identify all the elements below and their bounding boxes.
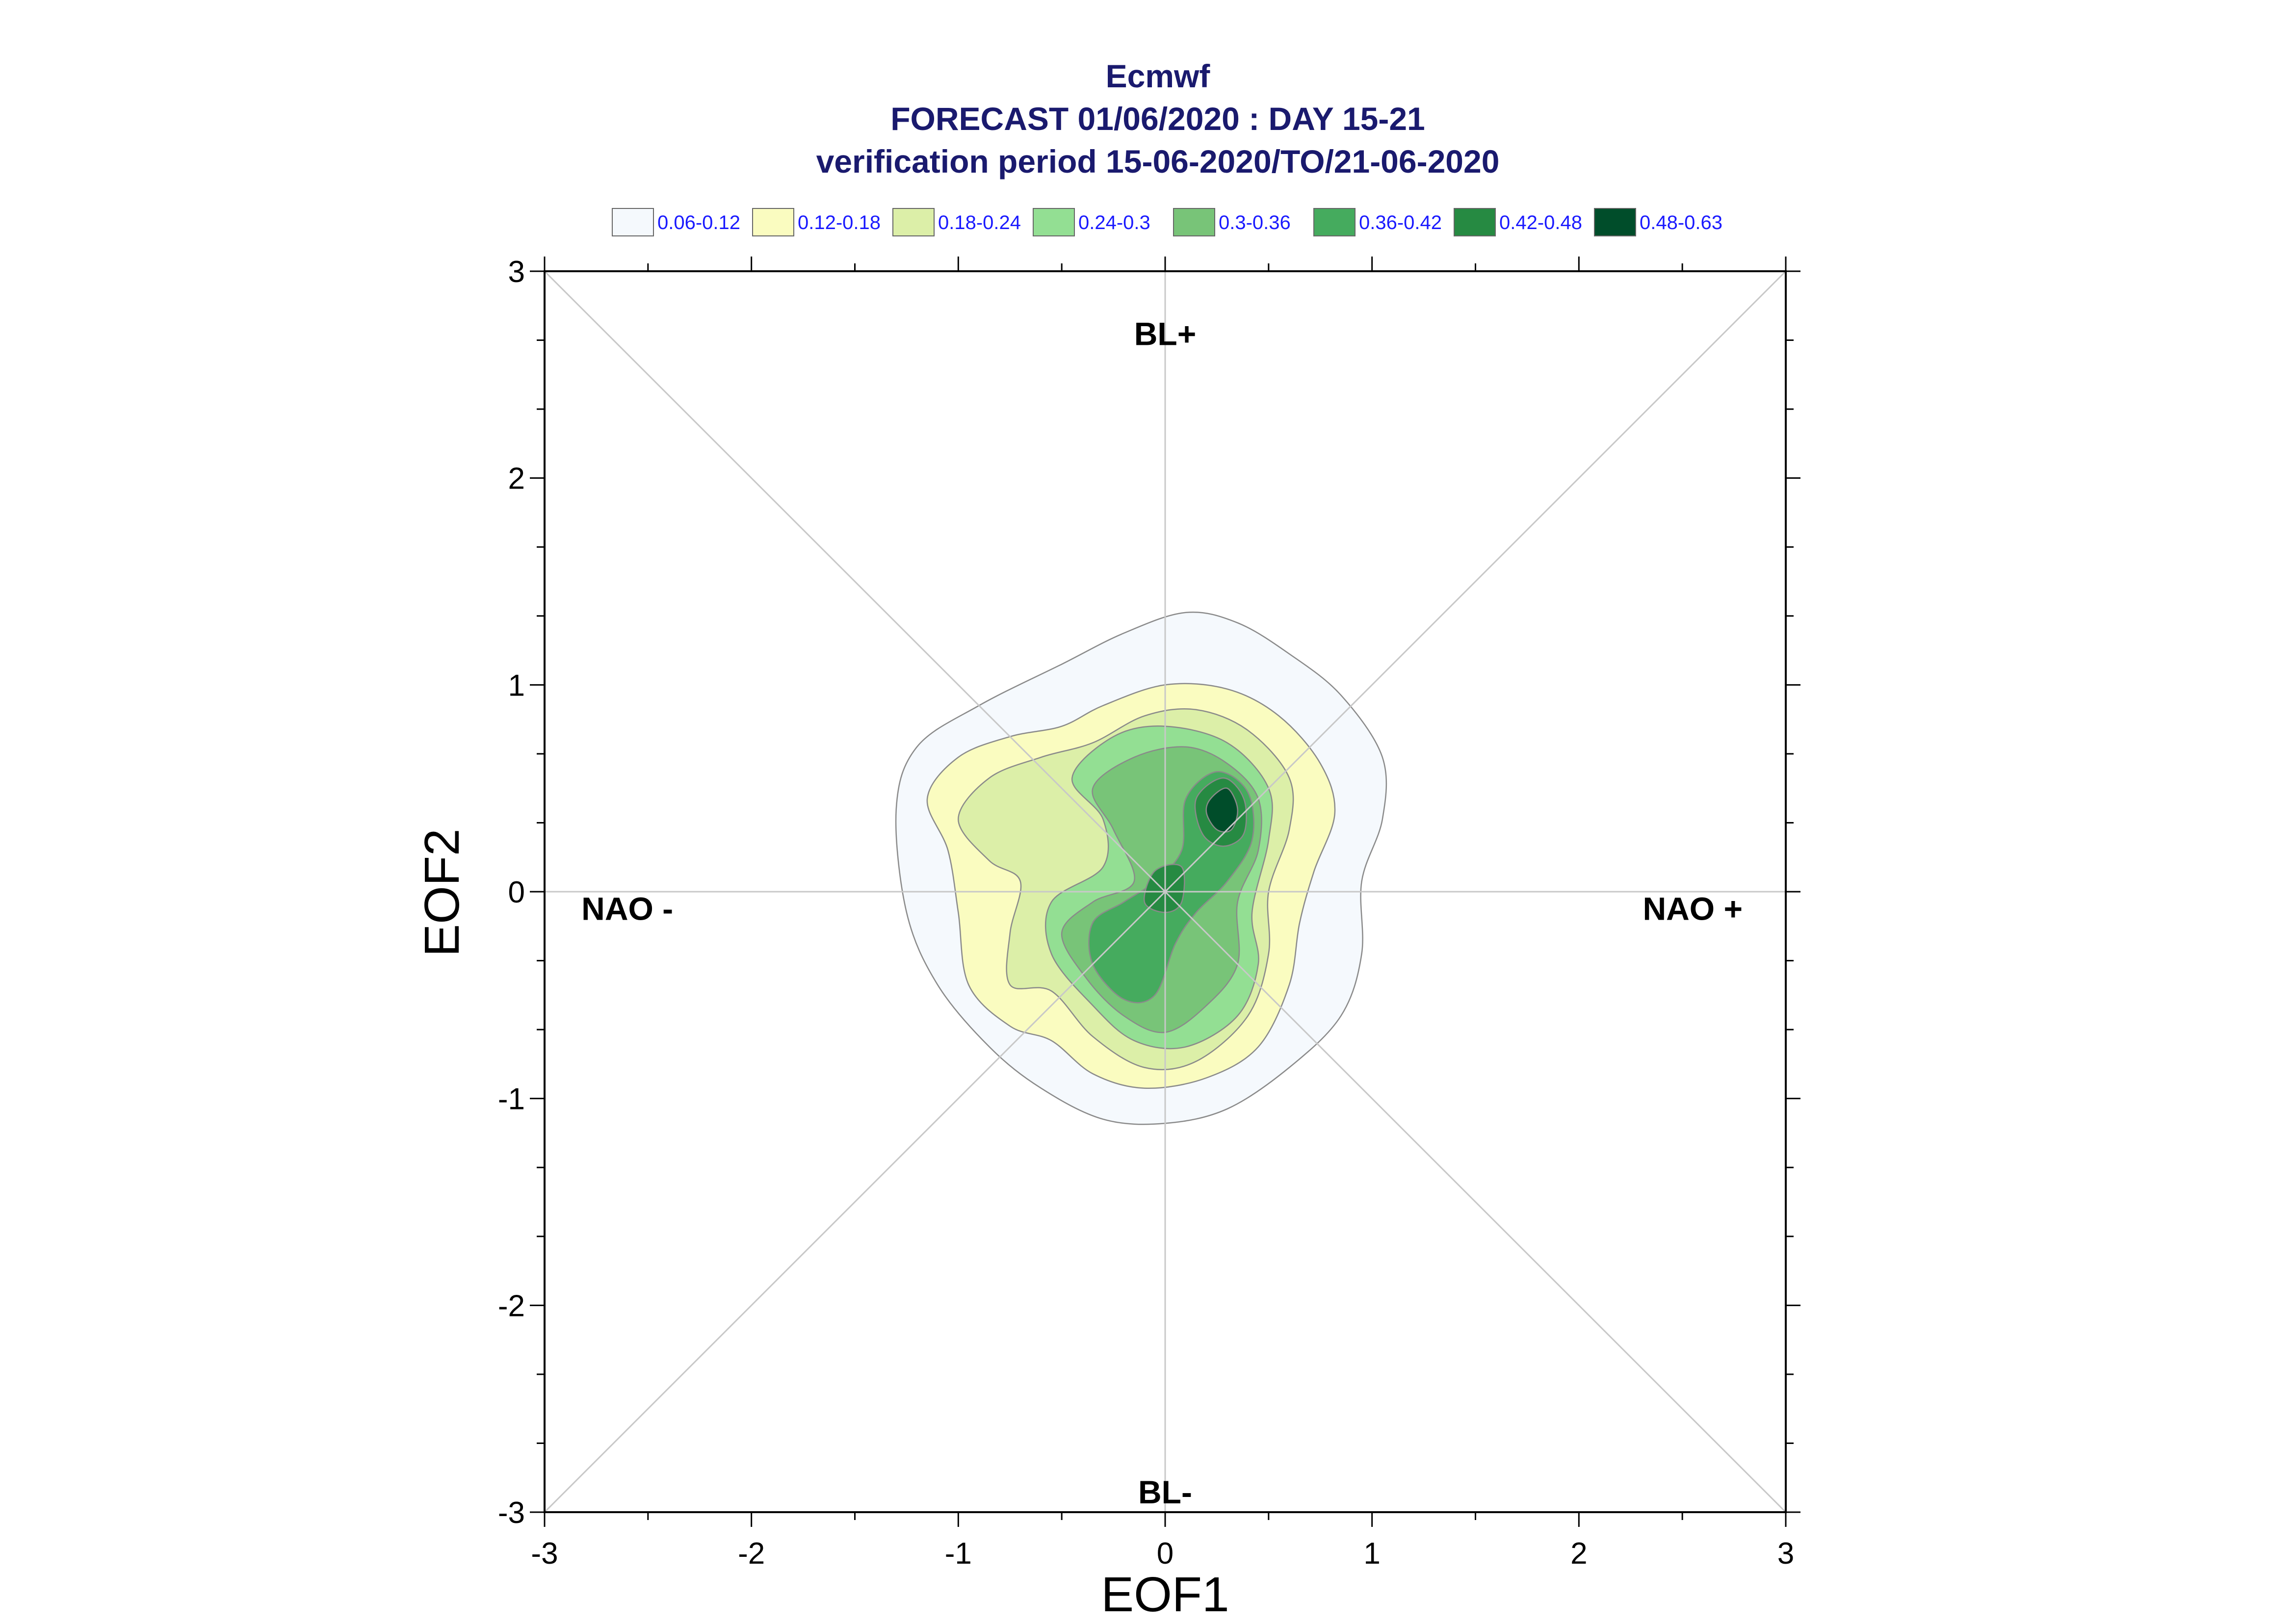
legend-swatch: [892, 208, 935, 236]
chart-title-line-3: verification period 15-06-2020/TO/21-06-…: [816, 143, 1500, 180]
regime-labels: BL+ BL- NAO - NAO +: [581, 316, 1743, 1510]
regime-label: NAO +: [1643, 891, 1743, 927]
legend-swatch: [1594, 208, 1636, 236]
chart-title-line-1: Ecmwf: [1106, 58, 1211, 94]
y-tick-label: 3: [508, 255, 525, 289]
x-tick-label: -1: [945, 1537, 972, 1571]
legend-swatch: [1454, 208, 1496, 236]
legend-label: 0.48-0.63: [1640, 212, 1722, 233]
legend: 0.06-0.12 0.12-0.18 0.18-0.24 0.24-0.3 0.3-0…: [612, 208, 1722, 236]
y-tick-label: 2: [508, 462, 525, 496]
x-tick-label: -2: [738, 1537, 765, 1571]
y-axis-title: EOF2: [415, 828, 469, 956]
x-tick-label: 1: [1363, 1537, 1380, 1571]
legend-label: 0.24-0.3: [1078, 212, 1150, 233]
x-tick-label: 3: [1777, 1537, 1794, 1571]
regime-label: BL-: [1138, 1474, 1192, 1510]
legend-swatch: [612, 208, 654, 236]
chart-title-line-2: FORECAST 01/06/2020 : DAY 15-21: [890, 101, 1425, 137]
legend-swatch: [752, 208, 794, 236]
legend-swatch: [1173, 208, 1215, 236]
legend-label: 0.18-0.24: [938, 212, 1021, 233]
y-tick-label: 1: [508, 669, 525, 702]
plot-area: -3 -2 -1 0 1 2 3 -3 -2 -1 0 1 2 3 BL+ BL- NAO - NAO +: [498, 255, 1800, 1571]
legend-label: 0.12-0.18: [798, 212, 881, 233]
x-tick-label: 2: [1570, 1537, 1587, 1571]
legend-swatch: [1313, 208, 1356, 236]
legend-label: 0.06-0.12: [657, 212, 740, 233]
y-tick-label: -3: [498, 1496, 525, 1530]
y-tick-label: 0: [508, 876, 525, 909]
regime-label: BL+: [1134, 316, 1197, 352]
regime-guide-lines: [544, 270, 1787, 1513]
legend-label: 0.36-0.42: [1359, 212, 1442, 233]
axes: -3 -2 -1 0 1 2 3 -3 -2 -1 0 1 2 3: [498, 255, 1800, 1571]
x-axis-title: EOF1: [1101, 1567, 1229, 1622]
legend-label: 0.3-0.36: [1219, 212, 1291, 233]
density-contours: [895, 611, 1387, 1125]
y-tick-label: -1: [498, 1083, 525, 1116]
x-tick-label: -3: [531, 1537, 558, 1571]
legend-label: 0.42-0.48: [1499, 212, 1582, 233]
chart-title: Ecmwf FORECAST 01/06/2020 : DAY 15-21 ve…: [816, 58, 1500, 180]
y-tick-label: -2: [498, 1289, 525, 1323]
density-contour: [1205, 787, 1238, 833]
regime-label: NAO -: [581, 891, 673, 927]
x-tick-label: 0: [1157, 1537, 1174, 1571]
legend-swatch: [1033, 208, 1075, 236]
